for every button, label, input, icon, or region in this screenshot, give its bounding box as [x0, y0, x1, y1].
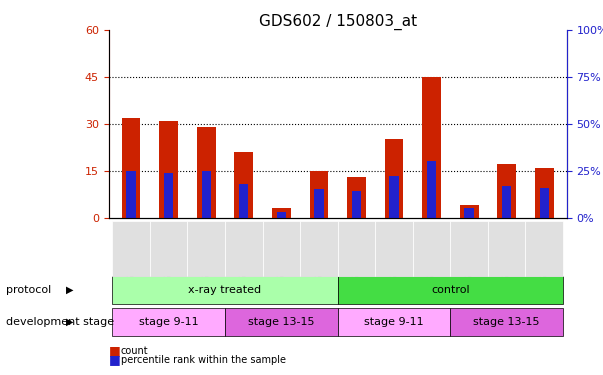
Text: ▶: ▶ [66, 285, 73, 295]
Bar [497, 164, 516, 218]
Bar [201, 171, 211, 217]
Text: percentile rank within the sample: percentile rank within the sample [121, 355, 286, 365]
Bar [464, 208, 474, 218]
Bar [535, 168, 554, 217]
Text: stage 9-11: stage 9-11 [139, 316, 198, 327]
Title: GDS602 / 150803_at: GDS602 / 150803_at [259, 14, 417, 30]
Text: control: control [431, 285, 470, 295]
Bar [277, 212, 286, 217]
Text: stage 13-15: stage 13-15 [248, 316, 315, 327]
Bar [385, 140, 403, 218]
Bar [127, 171, 136, 217]
Text: protocol: protocol [6, 285, 51, 295]
Text: ■: ■ [109, 354, 120, 366]
Text: development stage: development stage [6, 316, 114, 327]
Bar [197, 127, 216, 218]
Bar [272, 208, 291, 218]
Bar [502, 186, 511, 218]
Bar [164, 172, 173, 217]
Bar [309, 171, 328, 217]
Text: stage 9-11: stage 9-11 [364, 316, 424, 327]
Text: count: count [121, 346, 148, 355]
Text: ▶: ▶ [66, 316, 73, 327]
Text: stage 13-15: stage 13-15 [473, 316, 540, 327]
Bar [235, 152, 253, 217]
Bar [159, 121, 178, 218]
Text: ■: ■ [109, 344, 120, 357]
Bar [390, 176, 399, 218]
Bar [314, 189, 324, 217]
Bar [540, 188, 549, 218]
Bar [352, 191, 361, 217]
Bar [239, 184, 248, 218]
Bar [347, 177, 366, 218]
Bar [459, 205, 479, 218]
Bar [422, 77, 441, 218]
Bar [427, 161, 437, 218]
Bar [122, 117, 140, 218]
Text: x-ray treated: x-ray treated [188, 285, 262, 295]
